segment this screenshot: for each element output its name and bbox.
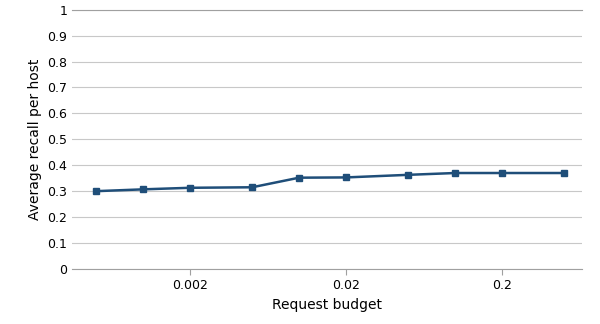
Y-axis label: Average recall per host: Average recall per host	[28, 59, 41, 220]
X-axis label: Request budget: Request budget	[272, 298, 382, 312]
